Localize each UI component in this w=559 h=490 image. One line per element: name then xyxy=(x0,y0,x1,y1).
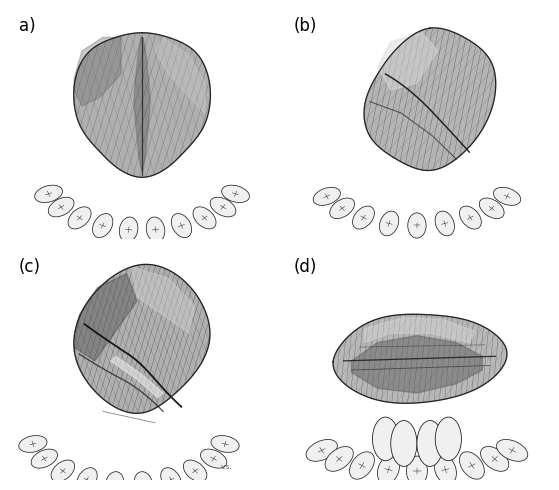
Text: (d): (d) xyxy=(294,258,318,275)
Ellipse shape xyxy=(459,206,481,229)
Ellipse shape xyxy=(306,440,337,461)
Ellipse shape xyxy=(68,207,91,229)
Ellipse shape xyxy=(51,460,74,482)
Ellipse shape xyxy=(391,420,417,466)
Ellipse shape xyxy=(193,207,216,229)
Ellipse shape xyxy=(146,217,165,242)
Ellipse shape xyxy=(92,214,113,238)
Text: (c): (c) xyxy=(19,258,41,275)
Polygon shape xyxy=(134,37,150,171)
Polygon shape xyxy=(74,265,210,414)
Polygon shape xyxy=(333,314,507,403)
Ellipse shape xyxy=(435,417,461,461)
Polygon shape xyxy=(74,37,121,106)
Ellipse shape xyxy=(353,206,375,229)
Ellipse shape xyxy=(494,187,520,205)
Text: v.s.: v.s. xyxy=(221,464,233,470)
Ellipse shape xyxy=(105,472,124,490)
Ellipse shape xyxy=(377,455,400,484)
Polygon shape xyxy=(131,267,195,333)
Ellipse shape xyxy=(313,187,340,205)
Ellipse shape xyxy=(77,467,97,490)
Ellipse shape xyxy=(19,436,47,452)
Ellipse shape xyxy=(372,417,399,461)
Polygon shape xyxy=(364,318,475,343)
Ellipse shape xyxy=(408,213,426,238)
Text: a): a) xyxy=(19,17,36,35)
Polygon shape xyxy=(378,33,438,90)
Ellipse shape xyxy=(406,456,428,486)
Ellipse shape xyxy=(183,460,207,482)
Ellipse shape xyxy=(481,446,509,471)
Polygon shape xyxy=(364,28,496,171)
Ellipse shape xyxy=(330,198,354,219)
Ellipse shape xyxy=(479,198,504,219)
Ellipse shape xyxy=(210,197,236,217)
Ellipse shape xyxy=(161,467,181,490)
Ellipse shape xyxy=(459,452,484,479)
Ellipse shape xyxy=(222,185,249,202)
Ellipse shape xyxy=(434,455,456,484)
Text: (b): (b) xyxy=(294,17,318,35)
Ellipse shape xyxy=(211,436,239,452)
Ellipse shape xyxy=(48,197,74,217)
Ellipse shape xyxy=(31,449,58,468)
Ellipse shape xyxy=(417,420,443,466)
Ellipse shape xyxy=(435,211,454,236)
Ellipse shape xyxy=(349,452,375,479)
Polygon shape xyxy=(155,37,205,113)
Ellipse shape xyxy=(380,211,399,236)
Ellipse shape xyxy=(134,472,153,490)
Polygon shape xyxy=(111,356,163,397)
Ellipse shape xyxy=(119,217,138,242)
Polygon shape xyxy=(352,336,482,393)
Polygon shape xyxy=(74,274,137,361)
Ellipse shape xyxy=(171,214,192,238)
Ellipse shape xyxy=(496,440,528,461)
Ellipse shape xyxy=(201,449,227,468)
Ellipse shape xyxy=(35,185,63,202)
Ellipse shape xyxy=(325,446,353,471)
Polygon shape xyxy=(74,33,210,177)
